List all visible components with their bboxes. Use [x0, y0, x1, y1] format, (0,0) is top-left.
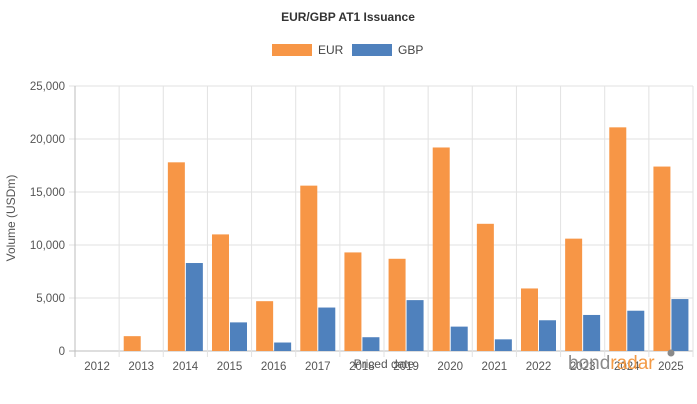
bondradar-logo: bondradar: [568, 349, 675, 374]
legend-label-gbp: GBP: [398, 43, 423, 57]
bar-gbp-2019: [406, 300, 424, 351]
bar-gbp-2016: [274, 342, 292, 351]
y-tick-label: 20,000: [30, 134, 65, 146]
y-tick-label: 25,000: [30, 81, 65, 93]
bar-gbp-2021: [494, 339, 512, 351]
legend-label-eur: EUR: [318, 43, 344, 57]
bar-eur-2013: [123, 336, 141, 351]
x-tick-label: 2015: [217, 361, 243, 373]
bar-gbp-2024: [627, 310, 645, 351]
bar-gbp-2025: [671, 299, 689, 351]
x-tick-label: 2014: [173, 361, 199, 373]
x-tick-label: 2019: [393, 361, 419, 373]
y-tick-label: 15,000: [30, 187, 65, 199]
bar-eur-2014: [167, 162, 185, 351]
bar-eur-2019: [388, 258, 406, 351]
x-tick-label: 2024: [614, 361, 640, 373]
bar-gbp-2020: [450, 326, 468, 351]
y-axis-label: Volume (USDm): [4, 175, 18, 262]
x-tick-label: 2021: [482, 361, 508, 373]
logo-text-radar: radar: [610, 353, 655, 374]
logo-dot-icon: [667, 349, 675, 357]
svg-text:bondradar: bondradar: [568, 353, 655, 374]
x-tick-label: 2018: [349, 361, 375, 373]
y-tick-label: 5,000: [36, 293, 65, 305]
x-tick-label: 2023: [570, 361, 596, 373]
x-tick-label: 2017: [305, 361, 331, 373]
x-tick-label: 2012: [84, 361, 110, 373]
legend-swatch-gbp: [352, 44, 392, 56]
bar-eur-2023: [565, 238, 583, 351]
bars: [123, 127, 689, 351]
x-tick-label: 2020: [437, 361, 463, 373]
logo-text-bond: bond: [568, 353, 610, 374]
chart-title: EUR/GBP AT1 Issuance: [281, 10, 415, 24]
bar-eur-2017: [300, 185, 318, 351]
y-axis-ticks: 0 5,000 10,000 15,000 20,000 25,000: [30, 81, 65, 358]
x-tick-label: 2022: [526, 361, 552, 373]
bar-eur-2021: [476, 223, 494, 351]
bar-eur-2022: [521, 288, 538, 351]
bar-gbp-2023: [583, 314, 601, 351]
legend-swatch-eur: [272, 44, 312, 56]
bar-gbp-2018: [362, 337, 380, 351]
y-tick-label: 10,000: [30, 240, 65, 252]
bar-gbp-2017: [318, 307, 336, 351]
bar-gbp-2022: [539, 320, 556, 351]
x-axis-label: Priced date: [354, 357, 415, 371]
x-tick-label: 2016: [261, 361, 287, 373]
bar-eur-2018: [344, 252, 362, 351]
bar-eur-2020: [432, 147, 450, 351]
bar-eur-2015: [212, 234, 229, 351]
bar-eur-2016: [256, 301, 274, 351]
y-tick-label: 0: [59, 346, 65, 358]
bar-eur-2024: [609, 127, 627, 351]
x-tick-label: 2013: [128, 361, 154, 373]
bar-eur-2025: [653, 166, 671, 351]
bar-gbp-2015: [230, 322, 247, 351]
legend: EUR GBP: [272, 43, 423, 57]
grid: [69, 85, 694, 357]
bar-gbp-2014: [185, 263, 203, 351]
x-tick-label: 2025: [658, 361, 684, 373]
x-axis-ticks: 2012 2013 2014 2015 2016 2017 2018 2019 2020 2021…: [84, 361, 683, 373]
